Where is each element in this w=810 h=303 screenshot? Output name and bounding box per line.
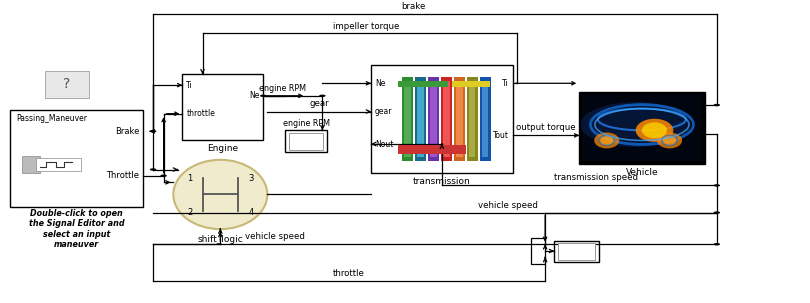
FancyBboxPatch shape [45,71,89,98]
FancyBboxPatch shape [22,156,40,173]
Text: engine RPM: engine RPM [283,119,330,128]
Text: Ne: Ne [249,91,259,100]
Text: Ti: Ti [502,79,509,88]
Text: ?: ? [63,78,70,92]
Ellipse shape [636,119,673,142]
Ellipse shape [595,132,620,148]
FancyBboxPatch shape [469,81,475,157]
Text: brake: brake [401,2,425,11]
Text: vehicle speed: vehicle speed [478,201,538,210]
Text: Nout: Nout [375,140,394,148]
Text: Double-click to open
the Signal Editor and
select an input
maneuver: Double-click to open the Signal Editor a… [28,209,125,249]
Text: Passing_Maneuver: Passing_Maneuver [16,114,87,123]
FancyBboxPatch shape [417,81,424,157]
FancyBboxPatch shape [285,130,327,152]
Text: Vehicle: Vehicle [625,168,659,177]
FancyBboxPatch shape [10,110,143,207]
Text: throttle: throttle [333,269,365,278]
FancyBboxPatch shape [454,77,465,161]
Text: Ti: Ti [186,81,193,90]
Circle shape [150,168,156,171]
Text: engine RPM: engine RPM [258,84,306,93]
FancyBboxPatch shape [441,77,452,161]
FancyBboxPatch shape [371,65,513,173]
Text: 3: 3 [249,174,254,183]
Circle shape [319,95,326,97]
FancyBboxPatch shape [554,241,599,262]
Text: vehicle speed: vehicle speed [245,232,305,241]
FancyBboxPatch shape [430,81,437,157]
FancyBboxPatch shape [452,81,490,87]
FancyBboxPatch shape [36,158,81,171]
Text: Throttle: Throttle [106,171,139,180]
Ellipse shape [581,102,691,147]
Text: transmission: transmission [413,177,471,186]
Text: Engine: Engine [207,144,238,153]
Ellipse shape [173,160,267,229]
FancyBboxPatch shape [579,92,705,164]
FancyBboxPatch shape [558,243,595,260]
Circle shape [714,184,720,187]
FancyBboxPatch shape [480,77,491,161]
Text: gear: gear [309,99,329,108]
Text: 2: 2 [187,208,192,217]
Text: gear: gear [375,107,393,116]
FancyBboxPatch shape [428,77,439,161]
Text: 1: 1 [187,174,192,183]
Text: Ne: Ne [375,79,386,88]
FancyBboxPatch shape [482,81,488,157]
Circle shape [160,175,167,177]
FancyBboxPatch shape [398,145,466,154]
FancyBboxPatch shape [289,133,323,150]
Ellipse shape [642,122,667,138]
FancyBboxPatch shape [582,95,702,161]
Circle shape [714,243,720,245]
Circle shape [150,130,156,132]
Circle shape [714,211,720,214]
Text: output torque: output torque [516,123,576,132]
Text: impeller torque: impeller torque [333,22,399,31]
Circle shape [714,104,720,106]
FancyBboxPatch shape [467,77,478,161]
FancyBboxPatch shape [182,74,263,140]
Text: throttle: throttle [186,109,215,118]
Ellipse shape [657,132,682,148]
FancyBboxPatch shape [402,77,413,161]
Text: shift_logic: shift_logic [198,235,243,244]
FancyBboxPatch shape [404,81,411,157]
Text: transmission speed: transmission speed [553,173,637,182]
FancyBboxPatch shape [443,81,450,157]
Text: 4: 4 [249,208,254,217]
FancyBboxPatch shape [456,81,463,157]
FancyBboxPatch shape [415,77,426,161]
FancyBboxPatch shape [531,238,545,264]
Ellipse shape [599,135,614,145]
Text: Brake: Brake [115,127,139,136]
Ellipse shape [662,135,677,145]
Text: Tout: Tout [492,131,509,140]
Circle shape [260,95,266,97]
FancyBboxPatch shape [398,81,448,87]
